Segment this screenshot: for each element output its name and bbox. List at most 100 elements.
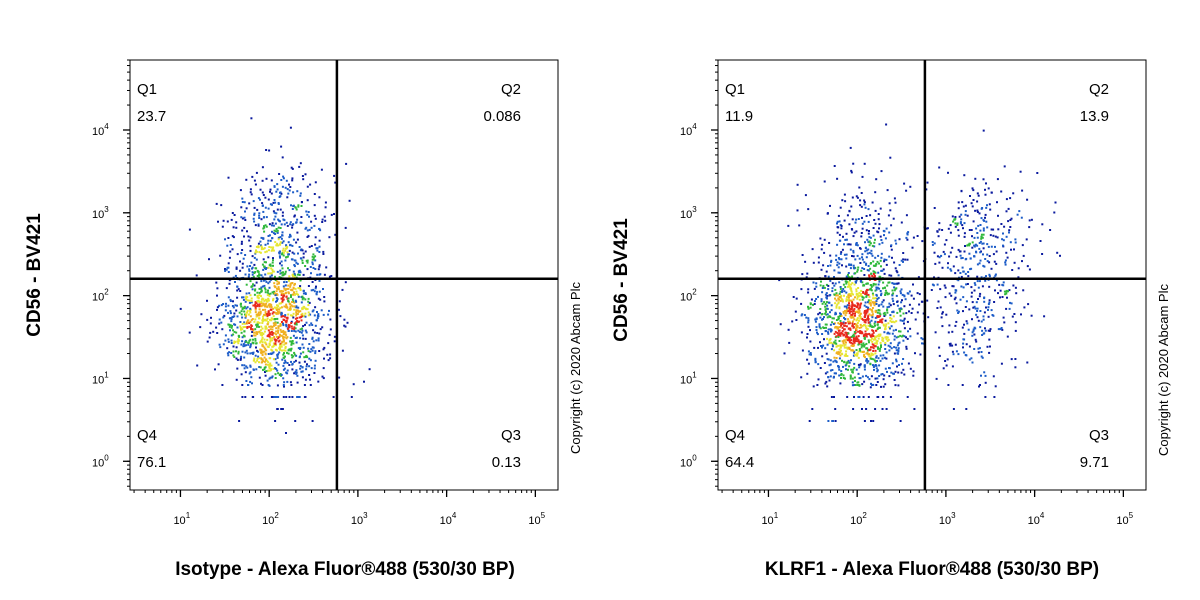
event-dot [897, 350, 900, 353]
event-dot [265, 343, 268, 346]
event-dot [261, 191, 264, 194]
event-dot [841, 344, 843, 347]
event-dot [239, 269, 242, 272]
event-dot [853, 283, 856, 286]
event-dot [898, 308, 901, 311]
event-dot [844, 286, 847, 289]
event-dot [845, 362, 848, 365]
event-dot [851, 275, 854, 278]
event-dot [873, 297, 876, 300]
event-dot [272, 307, 275, 310]
event-dot [984, 258, 987, 260]
event-dot [281, 358, 284, 361]
event-dot [867, 240, 870, 243]
event-dot [871, 346, 874, 349]
event-dot [861, 408, 863, 410]
event-dot [301, 259, 304, 262]
event-dot [282, 340, 285, 343]
event-dot [1001, 283, 1004, 286]
event-dot [322, 313, 325, 316]
event-dot [898, 264, 901, 266]
event-dot [967, 275, 970, 278]
event-dot [874, 275, 876, 278]
event-dot [859, 349, 862, 352]
event-dot [851, 282, 854, 285]
event-dot [867, 316, 869, 319]
event-dot [883, 374, 886, 377]
event-dot [277, 363, 280, 366]
event-dot [845, 238, 848, 241]
event-dot [847, 294, 850, 297]
event-dot [262, 315, 264, 318]
event-dot [888, 302, 891, 305]
event-dot [860, 326, 863, 329]
event-dot [850, 289, 853, 292]
event-dot [319, 273, 322, 276]
event-dot [277, 226, 280, 229]
event-dot [964, 213, 967, 216]
event-dot [260, 295, 262, 298]
event-dot [836, 231, 839, 234]
event-dot [855, 242, 858, 245]
event-dot [249, 344, 252, 347]
event-dot [807, 350, 810, 353]
event-dot [273, 332, 276, 335]
event-dot [260, 382, 262, 385]
event-dot [241, 229, 244, 232]
event-dot [846, 347, 849, 350]
event-dot [878, 375, 881, 377]
event-dot [246, 321, 249, 324]
event-dot [813, 346, 816, 349]
event-dot [871, 254, 874, 257]
event-dot [902, 358, 905, 360]
event-dot [311, 349, 314, 352]
event-dot [959, 250, 962, 253]
event-dot [307, 311, 310, 314]
event-dot [310, 245, 313, 247]
event-dot [992, 228, 995, 231]
event-dot [250, 261, 253, 264]
event-dot [231, 235, 234, 238]
event-dot [876, 316, 878, 319]
event-dot [874, 377, 877, 380]
event-dot [304, 323, 306, 326]
event-dot [817, 256, 820, 259]
event-dot [311, 255, 314, 258]
event-dot [254, 304, 257, 307]
event-dot [984, 381, 987, 384]
event-dot [988, 275, 991, 278]
event-dot [833, 356, 836, 359]
q4-label: Q4 [137, 427, 157, 444]
event-dot [289, 305, 292, 308]
event-dot [264, 352, 267, 355]
event-dot [905, 312, 908, 315]
event-dot [861, 253, 864, 256]
event-dot [267, 310, 270, 313]
event-dot [272, 292, 275, 295]
event-dot [874, 283, 877, 286]
event-dot [852, 298, 855, 301]
event-dot [1008, 231, 1010, 234]
event-dot [840, 227, 843, 230]
event-dot [299, 249, 302, 252]
event-dot [296, 313, 299, 315]
event-dot [875, 178, 878, 181]
event-dot [1009, 301, 1011, 304]
event-dot [826, 313, 829, 316]
event-dot [809, 306, 812, 309]
event-dot [295, 354, 298, 357]
event-dot [283, 332, 286, 334]
event-dot [257, 355, 260, 358]
event-dot [206, 318, 209, 321]
event-dot [899, 310, 902, 313]
event-dot [882, 396, 885, 398]
event-dot [836, 261, 839, 264]
event-dot [835, 306, 838, 309]
event-dot [246, 352, 249, 355]
event-dot [266, 305, 269, 308]
event-dot [273, 185, 276, 188]
event-dot [255, 313, 258, 316]
event-dot [250, 326, 252, 329]
event-dot [308, 357, 311, 360]
event-dot [857, 303, 859, 306]
